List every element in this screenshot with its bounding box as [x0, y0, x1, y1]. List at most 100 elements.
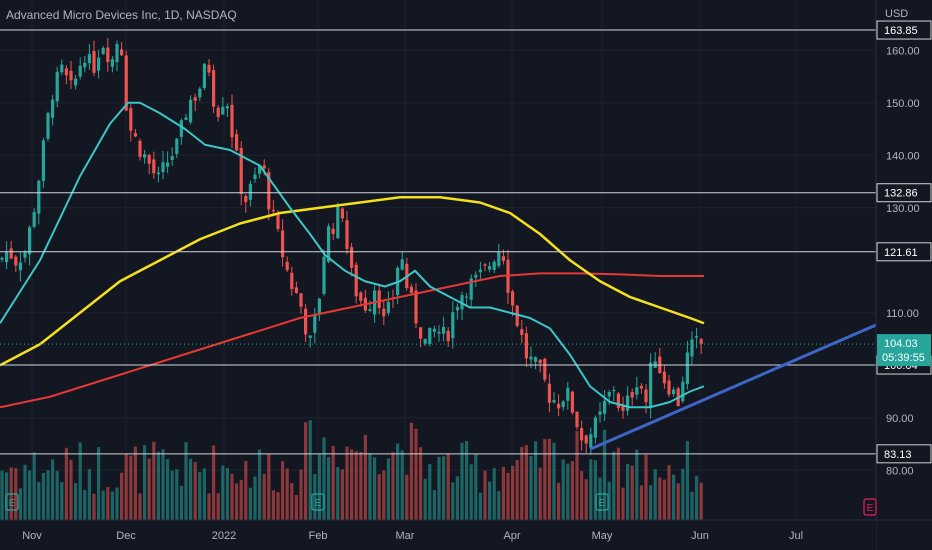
candle-body	[488, 266, 492, 270]
volume-bar	[37, 481, 41, 520]
candle-body	[55, 71, 59, 102]
volume-bar	[419, 447, 423, 520]
candle-body	[419, 327, 423, 339]
candle-body	[322, 256, 326, 294]
volume-bar	[115, 487, 119, 520]
candle-body	[350, 247, 354, 268]
volume-bar	[455, 476, 459, 520]
candle-body	[695, 336, 699, 338]
volume-bar	[432, 489, 436, 520]
candle-body	[170, 156, 174, 160]
earnings-marker-label: E	[599, 498, 606, 509]
candle-body	[115, 44, 119, 63]
candle-body	[552, 399, 556, 403]
volume-bar	[189, 458, 193, 520]
candle-body	[60, 64, 64, 73]
volume-bar	[124, 453, 128, 520]
volume-bar	[225, 467, 229, 520]
candle-body	[635, 387, 639, 395]
volume-bar	[400, 450, 404, 520]
earnings-marker[interactable]	[311, 493, 325, 511]
candle-body	[308, 335, 312, 338]
ma100-line	[0, 196, 705, 367]
candle-body	[161, 162, 165, 173]
volume-bar	[322, 437, 326, 520]
level-price-label: 132.86	[884, 188, 918, 200]
volume-bar	[106, 486, 110, 520]
candle-body	[442, 327, 446, 334]
last-price-box	[877, 334, 931, 367]
candle-body	[331, 228, 335, 234]
volume-bars	[0, 420, 703, 520]
earnings-marker[interactable]	[595, 493, 609, 511]
candle-body	[685, 352, 689, 384]
volume-bar	[299, 469, 303, 520]
volume-bar	[446, 453, 450, 520]
earnings-marker[interactable]	[5, 493, 19, 511]
candle-body	[529, 356, 533, 360]
price-tick-label: 150.00	[886, 98, 920, 110]
candle-body	[51, 99, 55, 118]
volume-bar	[635, 449, 639, 520]
candle-body	[106, 47, 110, 62]
candle-body	[603, 400, 607, 414]
volume-bar	[488, 481, 492, 520]
time-tick-label: Jul	[789, 530, 803, 542]
candle-body	[74, 78, 78, 86]
volume-bar	[377, 474, 381, 520]
volume-bar	[612, 451, 616, 520]
volume-bar	[281, 461, 285, 520]
volume-bar	[534, 441, 538, 520]
time-axis[interactable]: Nov Dec 2022 Feb Mar Apr May Jun Jul	[0, 519, 932, 550]
earnings-marker-label: E	[315, 498, 322, 509]
volume-bar	[32, 452, 36, 520]
volume-bar	[561, 459, 565, 520]
ma20-line	[0, 101, 705, 409]
volume-bar	[110, 491, 114, 520]
price-axis[interactable]: 160.00 150.00 140.00 130.00 110.00 90.00 80.00…	[875, 0, 932, 550]
volume-bar	[391, 452, 395, 520]
candle-body	[87, 54, 91, 64]
candle-body	[616, 393, 620, 408]
volume-bar	[308, 420, 312, 520]
moving-averages	[0, 101, 705, 409]
volume-bar	[529, 456, 533, 520]
volume-bar	[258, 449, 262, 520]
candle-body	[193, 97, 197, 101]
candle-body	[83, 62, 87, 68]
candle-body	[18, 262, 22, 271]
volume-bar	[644, 454, 648, 520]
candle-body	[175, 138, 179, 154]
upcoming-earnings-marker[interactable]	[863, 498, 877, 516]
volume-bar	[235, 483, 239, 520]
candle-body	[129, 108, 133, 131]
candle-body	[455, 306, 459, 311]
last-price-label: 104.03	[884, 338, 918, 350]
candle-body	[492, 261, 496, 270]
candle-body	[64, 68, 68, 76]
volume-bar	[474, 453, 478, 520]
volume-bar	[248, 487, 252, 520]
candle-body	[133, 133, 137, 137]
candle-body	[593, 417, 597, 438]
volume-bar	[331, 445, 335, 520]
candle-body	[465, 296, 469, 298]
candle-body	[409, 286, 413, 293]
candle-body	[511, 291, 515, 306]
price-tick-label: 90.00	[886, 413, 914, 425]
time-tick-label: Nov	[22, 530, 42, 542]
chart-title: Advanced Micro Devices Inc, 1D, NASDAQ	[6, 8, 237, 22]
trendline[interactable]	[589, 321, 881, 451]
volume-bar	[327, 457, 331, 520]
trendline-segment[interactable]	[589, 321, 881, 451]
volume-bar	[244, 460, 248, 520]
candle-body	[156, 172, 160, 175]
volume-bar	[207, 493, 211, 520]
volume-bar	[55, 470, 59, 520]
candle-body	[152, 159, 156, 174]
volume-bar	[262, 473, 266, 520]
candle-body	[290, 272, 294, 290]
volume-bar	[538, 467, 542, 520]
candle-body	[299, 293, 303, 307]
